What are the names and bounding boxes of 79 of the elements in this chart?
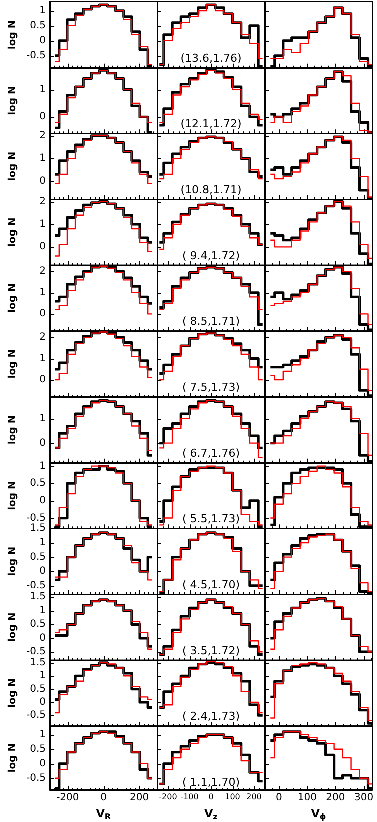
y-tick-label: 1 bbox=[40, 605, 46, 616]
y-axis-title: log N bbox=[8, 678, 18, 708]
x-tick-label: -200 bbox=[159, 792, 178, 802]
y-tick-label: 0 bbox=[40, 632, 46, 644]
y-tick-label: 0 bbox=[40, 374, 46, 386]
y-tick-label: 2 bbox=[40, 332, 46, 344]
annotation: (13.6,1.76) bbox=[180, 52, 242, 65]
y-tick-label: -0.5 bbox=[26, 646, 46, 658]
y-axis-title: log N bbox=[8, 152, 18, 182]
x-tick-label: -200 bbox=[56, 792, 80, 804]
y-axis-title: log N bbox=[8, 612, 18, 642]
y-axis-title: log N bbox=[8, 481, 18, 510]
annotation: ( 7.5,1.73) bbox=[182, 381, 240, 394]
y-tick-label: 0 bbox=[40, 495, 46, 506]
annotation: (10.8,1.71) bbox=[180, 184, 242, 196]
y-tick-label: 1 bbox=[40, 460, 46, 472]
y-tick-label: 1 bbox=[40, 287, 46, 298]
annotation: ( 9.4,1.72) bbox=[182, 249, 240, 262]
y-tick-label: 1 bbox=[40, 353, 46, 364]
y-tick-label: -0.5 bbox=[26, 710, 46, 722]
y-axis-title: log N bbox=[8, 415, 18, 445]
y-tick-label: 0 bbox=[40, 758, 46, 770]
x-tick-label: 100 bbox=[225, 792, 240, 802]
y-tick-label: 0 bbox=[40, 566, 46, 578]
y-tick-label: 1.5 bbox=[30, 657, 46, 668]
y-tick-label: 0.5 bbox=[30, 744, 46, 755]
y-tick-label: 0.5 bbox=[30, 684, 46, 695]
y-tick-label: 0 bbox=[40, 438, 46, 449]
annotation: ( 5.5,1.73) bbox=[182, 512, 240, 526]
y-axis-title: log N bbox=[8, 546, 18, 576]
annotation: (12.1,1.72) bbox=[180, 118, 242, 131]
y-axis-title: log N bbox=[8, 284, 18, 313]
y-tick-label: 1.5 bbox=[30, 592, 46, 603]
y-tick-label: 1 bbox=[40, 218, 46, 230]
y-tick-label: 1 bbox=[40, 153, 46, 164]
y-tick-label: 1 bbox=[40, 84, 46, 96]
y-tick-label: 0 bbox=[40, 112, 46, 123]
y-tick-label: 2 bbox=[40, 266, 46, 278]
x-tick-label: 100 bbox=[298, 792, 317, 804]
annotation: ( 1.1,1.70) bbox=[182, 776, 240, 789]
x-tick-label: 200 bbox=[326, 792, 346, 804]
y-tick-label: 0.5 bbox=[30, 478, 46, 490]
y-axis-title: log N bbox=[8, 743, 18, 773]
x-tick-label: 200 bbox=[246, 792, 262, 802]
x-tick-label: 0 bbox=[276, 792, 282, 804]
x-tick-label: 0 bbox=[100, 792, 107, 804]
annotation: ( 8.5,1.71) bbox=[182, 315, 240, 328]
y-tick-label: 2 bbox=[40, 196, 46, 208]
y-axis-title: log N bbox=[8, 218, 18, 248]
y-tick-label: 1.5 bbox=[30, 523, 46, 534]
y-tick-label: 0.5 bbox=[30, 20, 46, 32]
y-tick-label: 0 bbox=[40, 308, 46, 320]
annotation: ( 4.5,1.70) bbox=[182, 578, 240, 592]
x-tick-label: -100 bbox=[180, 792, 199, 802]
y-tick-label: 1 bbox=[40, 670, 46, 682]
annotation: ( 2.4,1.73) bbox=[182, 710, 240, 724]
y-tick-label: 1 bbox=[40, 729, 46, 740]
y-tick-label: 1 bbox=[40, 413, 46, 424]
annotation: ( 6.7,1.76) bbox=[182, 446, 240, 460]
y-tick-label: 0 bbox=[40, 242, 46, 253]
x-tick-label: 0 bbox=[208, 792, 214, 802]
y-axis-title: log N bbox=[8, 349, 18, 379]
y-tick-label: -0.5 bbox=[26, 512, 46, 524]
y-tick-label: -0.5 bbox=[26, 772, 46, 784]
y-tick-label: -0.5 bbox=[26, 580, 46, 592]
x-tick-label: 200 bbox=[130, 792, 150, 804]
y-tick-label: 1 bbox=[40, 537, 46, 548]
y-tick-label: 0.5 bbox=[30, 552, 46, 563]
y-axis-title: log N bbox=[8, 86, 18, 116]
y-tick-label: 0 bbox=[40, 176, 46, 187]
y-tick-label: 0 bbox=[40, 696, 46, 708]
y-axis-title: log N bbox=[8, 20, 18, 50]
x-tick-label: 300 bbox=[354, 792, 374, 804]
y-tick-label: 0.5 bbox=[30, 619, 46, 630]
y-tick-label: 2 bbox=[40, 130, 46, 142]
annotation: ( 3.5,1.72) bbox=[182, 644, 240, 658]
y-tick-label: 0 bbox=[40, 35, 46, 46]
y-tick-label: -0.5 bbox=[26, 50, 46, 62]
y-tick-label: 1 bbox=[40, 5, 46, 16]
